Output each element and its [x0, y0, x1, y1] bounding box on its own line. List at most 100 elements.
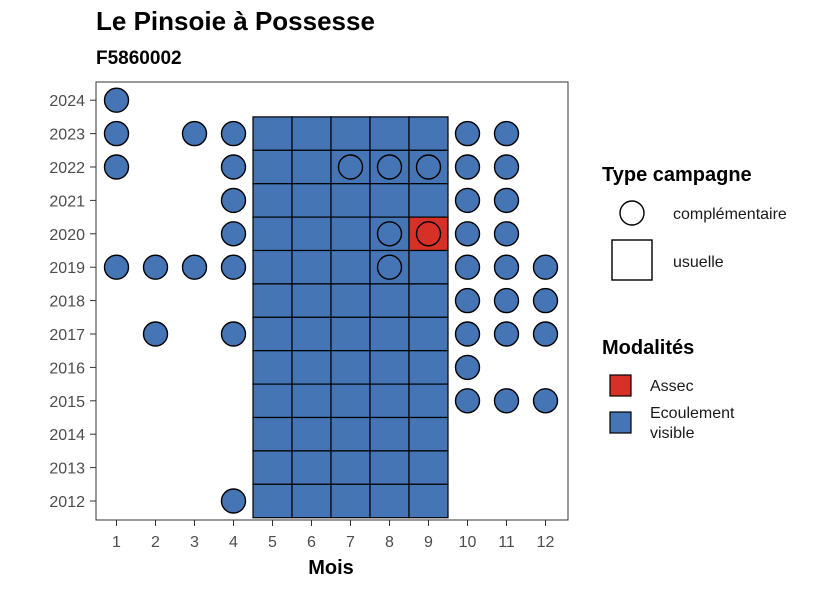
- point-2021-11: [493, 187, 520, 214]
- tile-2016-8: [369, 350, 410, 385]
- x-axis: 1 2 3 4 5 6 7 8 9 10 11 12: [112, 520, 555, 551]
- point-2019-10: [454, 254, 481, 280]
- y-tick-label-2014: 2014: [49, 427, 85, 444]
- tile-2022-8: [369, 149, 410, 185]
- tile-2023-6: [291, 116, 332, 151]
- x-axis-title: Mois: [308, 557, 354, 579]
- legend-label-ecoulement: Ecoulement visible: [650, 405, 735, 442]
- point-2020-8: [376, 221, 403, 247]
- tile-2023-8: [369, 116, 410, 151]
- tile-2018-6: [291, 283, 332, 318]
- y-tick-label-2021: 2021: [49, 193, 85, 210]
- tile-2014-8: [369, 416, 410, 452]
- tile-2021-9: [408, 183, 449, 218]
- point-2022-11: [493, 154, 520, 180]
- tile-2013-9: [408, 450, 449, 485]
- tile-2020-5: [252, 216, 293, 252]
- tile-2014-6: [291, 416, 332, 452]
- point-2023-4: [220, 120, 247, 147]
- tile-2013-5: [252, 450, 293, 485]
- legend-key-circle: [619, 200, 645, 226]
- tile-2019-9: [408, 249, 449, 285]
- legend-title-modalites: Modalités: [602, 337, 694, 359]
- tile-2018-9: [408, 283, 449, 318]
- x-tick-label-9: 9: [424, 534, 433, 551]
- tile-2018-5: [252, 283, 293, 318]
- y-tick-label-2023: 2023: [49, 127, 85, 144]
- point-2012-4: [220, 488, 247, 514]
- point-2016-10: [454, 354, 481, 381]
- tile-2021-5: [252, 183, 293, 218]
- tile-2012-8: [369, 483, 410, 519]
- tile-2021-6: [291, 183, 332, 218]
- complementaire-points: [103, 87, 559, 514]
- tile-2015-6: [291, 383, 332, 419]
- tile-2021-7: [330, 183, 371, 218]
- point-2022-1: [103, 154, 130, 180]
- y-tick-label-2022: 2022: [49, 160, 85, 177]
- x-tick-label-6: 6: [307, 534, 316, 551]
- point-2021-10: [454, 187, 481, 214]
- tile-2013-6: [291, 450, 332, 485]
- point-2019-1: [103, 254, 130, 280]
- y-tick-label-2017: 2017: [49, 327, 85, 344]
- tile-2017-5: [252, 316, 293, 352]
- point-2019-11: [493, 254, 520, 280]
- tile-2022-5: [252, 149, 293, 185]
- tile-2023-7: [330, 116, 371, 151]
- x-tick-label-4: 4: [229, 534, 238, 551]
- legend-key-square: [611, 239, 653, 281]
- tile-2014-9: [408, 416, 449, 452]
- legend-key-assec: [609, 374, 632, 397]
- chart-title: Le Pinsoie à Possesse: [96, 6, 375, 36]
- y-axis: 2012 2013 2014 2015 2016 2017 2018 2019 2020 2021…: [49, 93, 96, 511]
- point-2021-4: [220, 187, 247, 214]
- tile-2012-9: [408, 483, 449, 519]
- tile-2014-5: [252, 416, 293, 452]
- legend-label-complementaire: complémentaire: [673, 206, 787, 223]
- point-2019-3: [181, 254, 208, 280]
- tile-2019-6: [291, 249, 332, 285]
- tile-2017-7: [330, 316, 371, 352]
- tile-2019-5: [252, 249, 293, 285]
- tile-2012-5: [252, 483, 293, 519]
- tile-2022-7: [330, 149, 371, 185]
- x-tick-label-7: 7: [346, 534, 355, 551]
- tile-2016-9: [408, 350, 449, 385]
- tile-2023-9: [408, 116, 449, 151]
- y-tick-label-2019: 2019: [49, 260, 85, 277]
- tile-2020-6: [291, 216, 332, 252]
- tile-2012-7: [330, 483, 371, 519]
- point-2022-7: [337, 154, 364, 180]
- point-2015-10: [454, 388, 481, 414]
- legend-label-assec: Assec: [650, 378, 694, 395]
- tile-2017-6: [291, 316, 332, 352]
- point-2018-10: [454, 287, 481, 314]
- tile-2015-8: [369, 383, 410, 419]
- point-2022-8: [376, 154, 403, 180]
- tile-2015-5: [252, 383, 293, 419]
- tile-2018-7: [330, 283, 371, 318]
- tile-2013-7: [330, 450, 371, 485]
- point-2017-2: [142, 321, 169, 347]
- point-2020-10: [454, 221, 481, 247]
- tile-2014-7: [330, 416, 371, 452]
- point-2023-3: [181, 120, 208, 147]
- legend-title-type: Type campagne: [602, 164, 752, 186]
- point-2018-11: [493, 287, 520, 314]
- point-2019-2: [142, 254, 169, 280]
- point-2020-4: [220, 221, 247, 247]
- point-2020-11: [493, 221, 520, 247]
- legend-key-ecoulement: [609, 411, 632, 434]
- point-2019-12: [532, 254, 559, 280]
- tile-2020-7: [330, 216, 371, 252]
- y-tick-label-2013: 2013: [49, 461, 85, 478]
- tile-2015-7: [330, 383, 371, 419]
- tile-2018-8: [369, 283, 410, 318]
- point-2022-9: [415, 154, 442, 180]
- point-2019-8: [376, 254, 403, 280]
- x-tick-label-8: 8: [385, 534, 394, 551]
- tile-2016-7: [330, 350, 371, 385]
- point-2017-4: [220, 321, 247, 347]
